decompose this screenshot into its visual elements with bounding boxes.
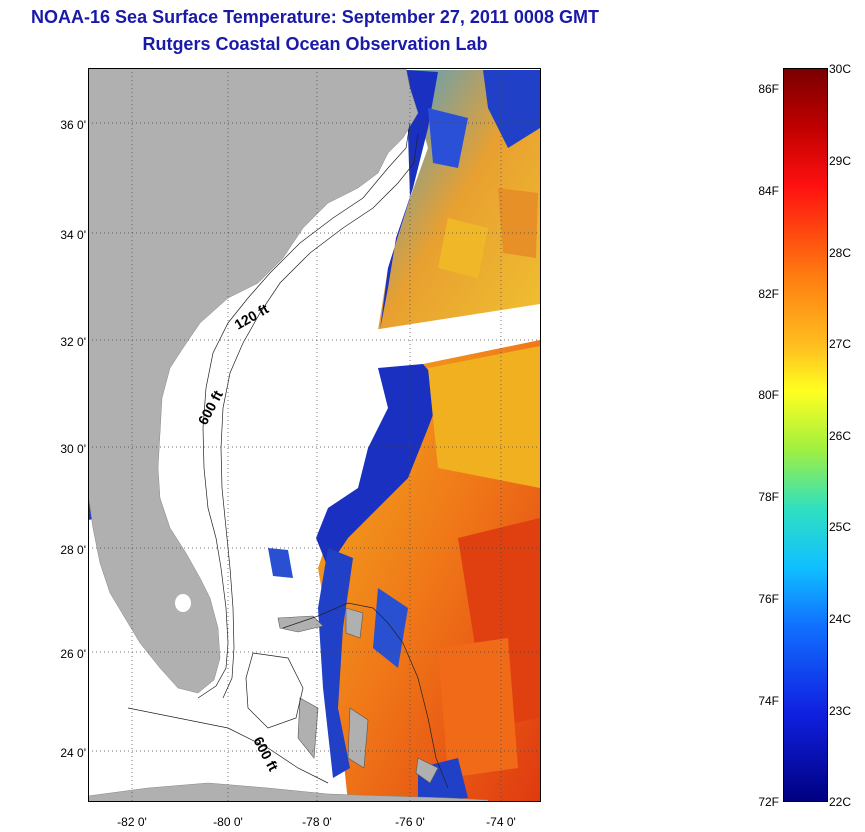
- lat-label-34: 34 0': [60, 228, 86, 242]
- colorbar-f-84: 84F: [758, 184, 779, 198]
- lon-label-78: -78 0': [302, 815, 332, 829]
- colorbar-c-28: 28C: [829, 246, 852, 260]
- colorbar-f-80: 80F: [758, 388, 779, 402]
- colorbar-c-30: 30C: [829, 62, 852, 76]
- map-subtitle: Rutgers Coastal Ocean Observation Lab: [142, 34, 488, 54]
- colorbar-f-78: 78F: [758, 490, 779, 504]
- colorbar-c-25: 25C: [829, 520, 852, 534]
- lat-label-30: 30 0': [60, 442, 86, 456]
- land-cuba: [88, 782, 489, 802]
- colorbar-f-82: 82F: [758, 287, 779, 301]
- colorbar-f-76: 76F: [758, 592, 779, 606]
- land-bahamas: [277, 607, 439, 784]
- colorbar-c-27: 27C: [829, 337, 852, 351]
- map-title: NOAA-16 Sea Surface Temperature: Septemb…: [31, 7, 599, 27]
- lat-label-36: 36 0': [60, 118, 86, 132]
- lon-label-82: -82 0': [117, 815, 147, 829]
- bathymetry-contours: [127, 122, 449, 789]
- colorbar-f-72: 72F: [758, 795, 779, 809]
- colorbar-f-86: 86F: [758, 82, 779, 96]
- lon-label-80: -80 0': [213, 815, 243, 829]
- lon-label-76: -76 0': [395, 815, 425, 829]
- lat-label-28: 28 0': [60, 543, 86, 557]
- sst-swath-north: [378, 70, 540, 330]
- missing-data-stripe: [373, 304, 540, 360]
- sst-map: 120 ft 600 ft 600 ft: [88, 68, 541, 802]
- colorbar-c-22: 22C: [829, 795, 852, 809]
- sst-fragment: [268, 548, 293, 578]
- map-frame: [88, 68, 541, 802]
- lat-label-24: 24 0': [60, 746, 86, 760]
- colorbar-f-74: 74F: [758, 694, 779, 708]
- colorbar-c-23: 23C: [829, 704, 852, 718]
- lake-okeechobee: [175, 594, 191, 612]
- colorbar-c-24: 24C: [829, 612, 852, 626]
- colorbar: [783, 68, 828, 802]
- colorbar-c-26: 26C: [829, 429, 852, 443]
- lat-label-26: 26 0': [60, 647, 86, 661]
- lon-label-74: -74 0': [486, 815, 516, 829]
- lat-label-32: 32 0': [60, 335, 86, 349]
- colorbar-c-29: 29C: [829, 154, 852, 168]
- land-us-coast: [88, 68, 419, 694]
